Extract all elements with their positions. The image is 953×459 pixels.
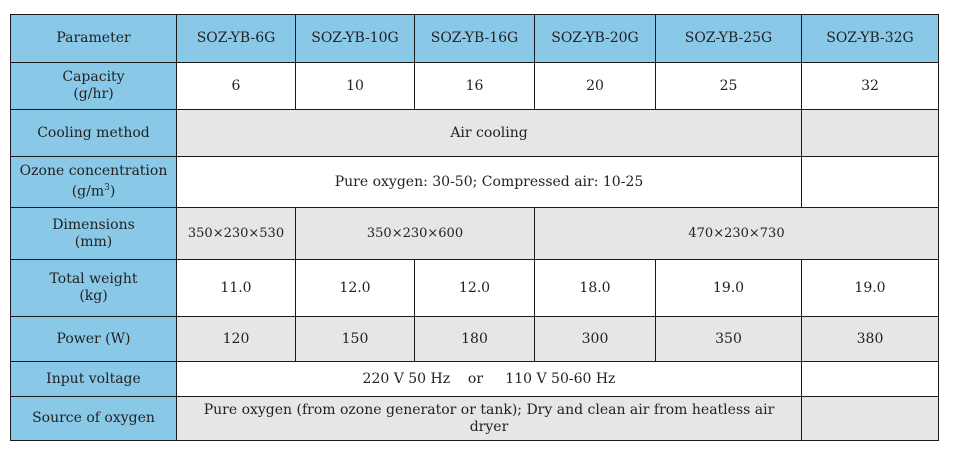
spec-table: Parameter SOZ-YB-6G SOZ-YB-10G SOZ-YB-16… <box>10 14 939 441</box>
cooling-last-cell <box>801 109 939 157</box>
voltage-value: 220 V 50 Hz or 110 V 50-60 Hz <box>176 361 802 397</box>
weight-cell: 11.0 <box>176 259 296 317</box>
oxygen-label: Source of oxygen <box>10 396 177 441</box>
power-cell: 180 <box>414 316 535 362</box>
power-cell: 120 <box>176 316 296 362</box>
dimensions-row: Dimensions (mm) 350×230×530 350×230×600 … <box>10 207 939 260</box>
capacity-cell: 25 <box>655 62 802 110</box>
dimensions-label: Dimensions (mm) <box>10 207 177 260</box>
capacity-cell: 6 <box>176 62 296 110</box>
dimensions-cell: 470×230×730 <box>534 207 939 260</box>
voltage-last-cell <box>801 361 939 397</box>
header-model-6g: SOZ-YB-6G <box>176 14 296 63</box>
header-parameter: Parameter <box>10 14 177 63</box>
voltage-row: Input voltage 220 V 50 Hz or 110 V 50-60… <box>10 361 939 397</box>
power-cell: 380 <box>801 316 939 362</box>
header-model-25g: SOZ-YB-25G <box>655 14 802 63</box>
capacity-cell: 16 <box>414 62 535 110</box>
weight-row: Total weight (kg) 11.0 12.0 12.0 18.0 19… <box>10 259 939 317</box>
capacity-cell: 20 <box>534 62 656 110</box>
header-row: Parameter SOZ-YB-6G SOZ-YB-10G SOZ-YB-16… <box>10 14 939 63</box>
weight-cell: 18.0 <box>534 259 656 317</box>
header-model-10g: SOZ-YB-10G <box>295 14 415 63</box>
capacity-cell: 32 <box>801 62 939 110</box>
cooling-label: Cooling method <box>10 109 177 157</box>
capacity-label: Capacity (g/hr) <box>10 62 177 110</box>
dimensions-cell: 350×230×530 <box>176 207 296 260</box>
ozone-label: Ozone concentration (g/m3) <box>10 156 177 208</box>
power-cell: 300 <box>534 316 656 362</box>
voltage-label: Input voltage <box>10 361 177 397</box>
oxygen-last-cell <box>801 396 939 441</box>
weight-cell: 19.0 <box>801 259 939 317</box>
power-cell: 150 <box>295 316 415 362</box>
cooling-value: Air cooling <box>176 109 802 157</box>
ozone-last-cell <box>801 156 939 208</box>
weight-cell: 12.0 <box>295 259 415 317</box>
dimensions-cell: 350×230×600 <box>295 207 535 260</box>
power-cell: 350 <box>655 316 802 362</box>
capacity-cell: 10 <box>295 62 415 110</box>
header-model-32g: SOZ-YB-32G <box>801 14 939 63</box>
power-row: Power (W) 120 150 180 300 350 380 <box>10 316 939 362</box>
weight-label: Total weight (kg) <box>10 259 177 317</box>
ozone-row: Ozone concentration (g/m3) Pure oxygen: … <box>10 156 939 208</box>
oxygen-row: Source of oxygen Pure oxygen (from ozone… <box>10 396 939 441</box>
weight-cell: 12.0 <box>414 259 535 317</box>
header-model-16g: SOZ-YB-16G <box>414 14 535 63</box>
capacity-row: Capacity (g/hr) 6 10 16 20 25 32 <box>10 62 939 110</box>
weight-cell: 19.0 <box>655 259 802 317</box>
header-model-20g: SOZ-YB-20G <box>534 14 656 63</box>
cooling-row: Cooling method Air cooling <box>10 109 939 157</box>
ozone-value: Pure oxygen: 30-50; Compressed air: 10-2… <box>176 156 802 208</box>
power-label: Power (W) <box>10 316 177 362</box>
oxygen-value: Pure oxygen (from ozone generator or tan… <box>176 396 802 441</box>
